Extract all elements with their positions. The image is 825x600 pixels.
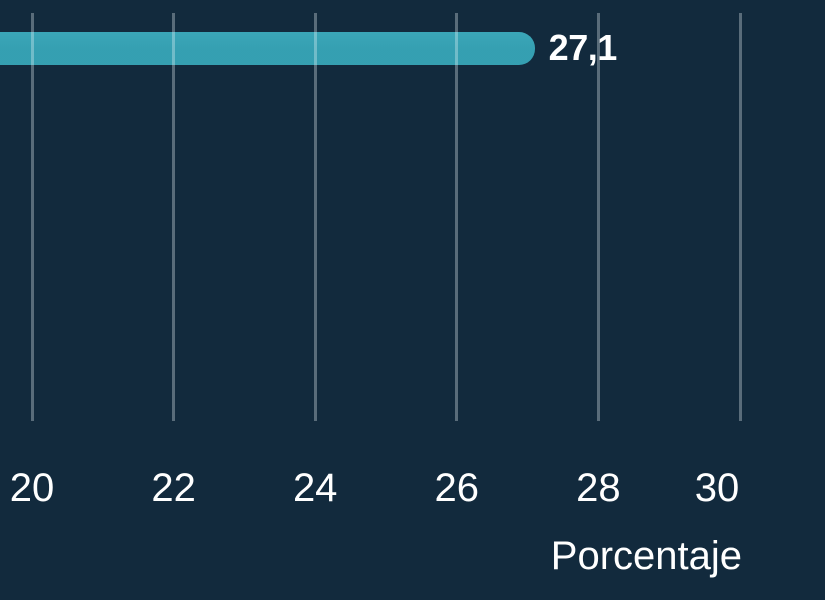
x-tick-label: 24 bbox=[292, 466, 338, 510]
bar-value-label: 27,1 bbox=[548, 27, 618, 68]
gridline bbox=[596, 13, 600, 421]
gridline bbox=[455, 13, 459, 421]
x-tick-label: 30 bbox=[694, 466, 740, 510]
gridline bbox=[172, 13, 176, 421]
gridline bbox=[313, 13, 317, 421]
x-tick-label: 26 bbox=[434, 466, 480, 510]
gridline bbox=[738, 13, 742, 421]
x-axis-title: Porcentaje bbox=[550, 534, 742, 578]
x-tick-label: 20 bbox=[9, 466, 55, 510]
x-tick-label: 28 bbox=[576, 466, 621, 510]
x-tick-label: 22 bbox=[151, 466, 196, 510]
gridline bbox=[30, 13, 34, 421]
data-bar[interactable] bbox=[0, 32, 535, 65]
